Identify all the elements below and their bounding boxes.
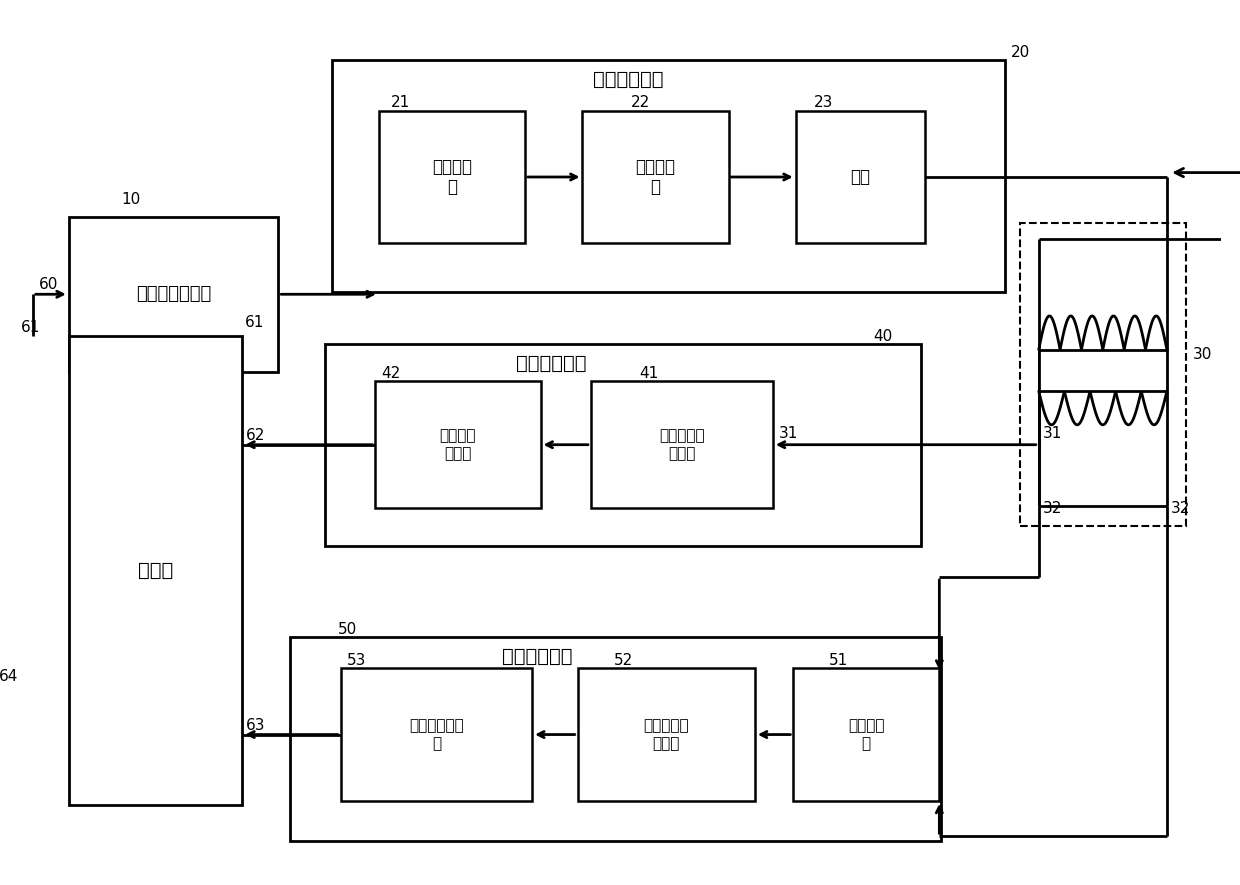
Text: 40: 40 bbox=[873, 328, 893, 343]
Text: 第二采样电路: 第二采样电路 bbox=[502, 647, 573, 666]
Text: 控制器: 控制器 bbox=[138, 561, 174, 581]
Text: 30: 30 bbox=[1193, 347, 1213, 362]
Bar bbox=[591, 381, 773, 508]
Text: 21: 21 bbox=[391, 95, 410, 110]
Text: 20: 20 bbox=[1011, 44, 1030, 59]
Bar bbox=[583, 111, 729, 243]
Text: 电容: 电容 bbox=[851, 168, 870, 186]
Text: 第一模数
转换器: 第一模数 转换器 bbox=[440, 428, 476, 461]
Text: 32: 32 bbox=[1043, 501, 1061, 516]
Text: 60: 60 bbox=[38, 277, 58, 292]
Text: 61: 61 bbox=[244, 315, 264, 330]
Text: 61: 61 bbox=[21, 319, 40, 335]
Text: 42: 42 bbox=[381, 366, 401, 381]
Bar bbox=[794, 668, 940, 801]
Text: 第二抗混叠
滤波器: 第二抗混叠 滤波器 bbox=[644, 719, 689, 750]
Text: 第一采样电路: 第一采样电路 bbox=[516, 354, 587, 373]
Text: 信号调理电路: 信号调理电路 bbox=[593, 70, 663, 89]
Text: 10: 10 bbox=[122, 192, 140, 207]
Bar bbox=[1019, 223, 1185, 526]
Text: 31: 31 bbox=[1043, 426, 1061, 441]
Text: 22: 22 bbox=[630, 95, 650, 110]
Text: 50: 50 bbox=[339, 621, 357, 636]
Bar bbox=[325, 344, 921, 546]
Bar bbox=[376, 381, 541, 508]
Text: 64: 64 bbox=[0, 669, 19, 684]
Text: 第一抗混叠
滤波器: 第一抗混叠 滤波器 bbox=[660, 428, 704, 461]
Text: 功率放大
器: 功率放大 器 bbox=[636, 158, 676, 196]
Text: 正弦脉宽调制器: 正弦脉宽调制器 bbox=[136, 285, 211, 304]
Bar bbox=[332, 60, 1006, 292]
Text: 32: 32 bbox=[1171, 501, 1190, 516]
Bar bbox=[341, 668, 532, 801]
Text: 62: 62 bbox=[246, 428, 265, 443]
Text: 第二模数转换
器: 第二模数转换 器 bbox=[409, 719, 464, 750]
Text: 51: 51 bbox=[830, 652, 848, 667]
Bar bbox=[1039, 350, 1167, 391]
Text: 低通滤波
器: 低通滤波 器 bbox=[432, 158, 472, 196]
Text: 63: 63 bbox=[246, 718, 265, 733]
Bar bbox=[290, 637, 941, 841]
Bar bbox=[379, 111, 525, 243]
Text: 23: 23 bbox=[813, 95, 833, 110]
Bar bbox=[68, 336, 242, 805]
Bar bbox=[68, 217, 278, 372]
Text: 52: 52 bbox=[614, 652, 632, 667]
Text: 31: 31 bbox=[779, 426, 799, 441]
Text: 53: 53 bbox=[346, 652, 366, 667]
Bar bbox=[796, 111, 925, 243]
Text: 仪表放大
器: 仪表放大 器 bbox=[848, 719, 884, 750]
Bar bbox=[578, 668, 755, 801]
Text: 41: 41 bbox=[639, 366, 658, 381]
